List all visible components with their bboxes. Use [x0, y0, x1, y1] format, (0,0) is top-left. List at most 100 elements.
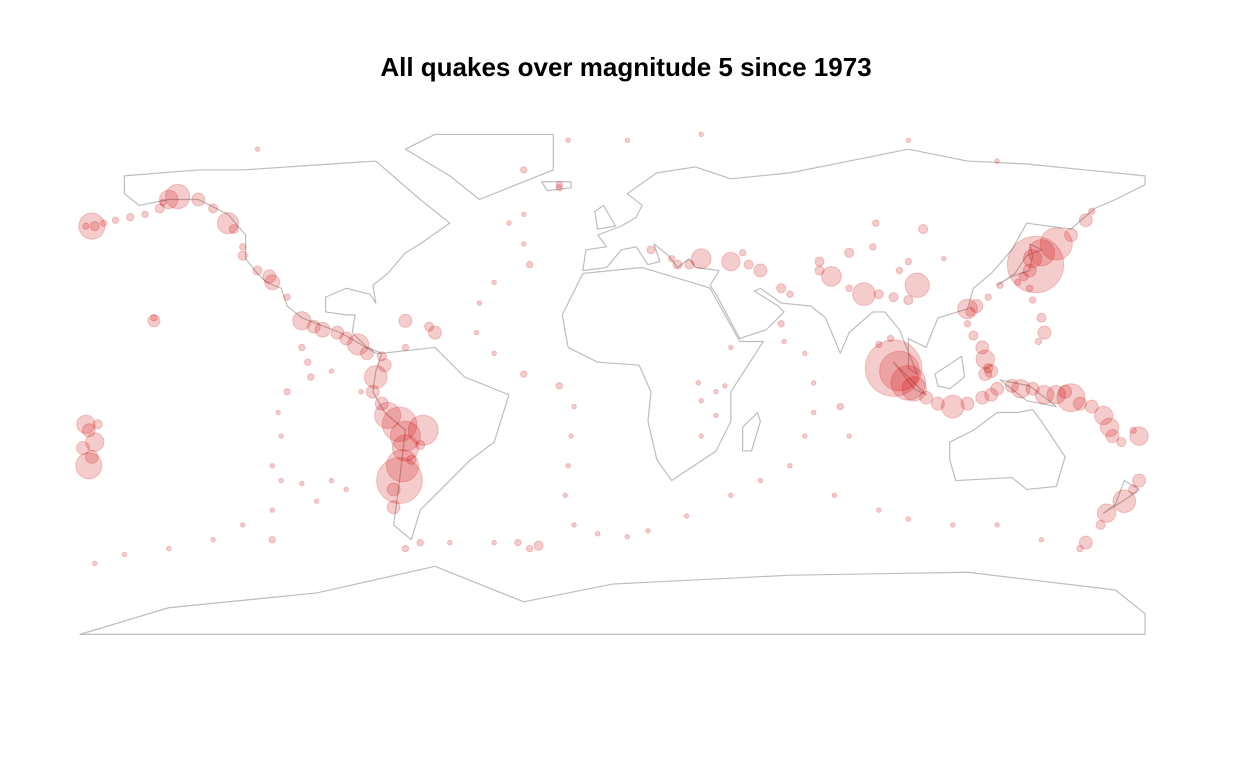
quake — [359, 346, 374, 361]
quake — [814, 265, 825, 276]
quake — [391, 434, 419, 462]
quake — [208, 203, 219, 214]
quake — [85, 432, 105, 452]
quake — [846, 433, 852, 439]
quake — [1018, 271, 1029, 282]
quake — [776, 283, 787, 294]
quake — [191, 192, 206, 207]
quake — [299, 480, 305, 487]
quake — [159, 189, 179, 210]
quake — [1084, 399, 1099, 414]
quake — [571, 522, 577, 528]
quake — [365, 384, 380, 399]
quake — [358, 389, 364, 395]
quake — [844, 247, 855, 258]
quake — [1072, 396, 1087, 411]
africa — [562, 268, 763, 481]
quake — [491, 350, 497, 357]
quake — [254, 146, 261, 152]
quake — [406, 454, 417, 465]
quake — [343, 486, 350, 493]
quake — [150, 314, 158, 322]
quake — [695, 380, 702, 386]
quake — [1078, 213, 1093, 228]
quake — [1129, 426, 1137, 434]
quake — [994, 522, 1000, 528]
quake — [473, 329, 480, 336]
quake — [905, 137, 912, 144]
quake — [957, 298, 978, 320]
quake — [339, 331, 354, 346]
quake — [667, 254, 676, 263]
quake — [141, 210, 149, 219]
quake — [1028, 296, 1037, 304]
quake — [753, 263, 768, 278]
quake — [401, 544, 410, 553]
quake — [92, 560, 98, 567]
quake — [903, 295, 914, 306]
quake — [845, 284, 853, 292]
quake — [216, 212, 240, 235]
quake — [728, 492, 734, 499]
quake — [520, 370, 528, 378]
quake — [802, 350, 808, 357]
quake — [275, 409, 281, 416]
antarctica — [80, 566, 1145, 634]
quake — [919, 390, 934, 405]
quake — [901, 376, 927, 402]
quake — [210, 536, 216, 543]
quake — [525, 544, 534, 553]
quake — [81, 423, 96, 438]
quake — [1025, 381, 1040, 396]
quake — [89, 221, 100, 232]
quake — [1022, 248, 1043, 269]
quake — [1088, 207, 1096, 216]
quake — [165, 545, 172, 552]
quake — [713, 412, 719, 419]
quake — [941, 255, 947, 262]
quake — [407, 414, 439, 446]
quake — [75, 441, 90, 455]
quake — [1064, 228, 1079, 242]
quake — [307, 373, 315, 381]
quake — [975, 340, 990, 355]
quake — [888, 292, 899, 303]
quake — [228, 224, 239, 235]
quake — [283, 293, 291, 301]
quake — [1078, 535, 1093, 550]
quake — [713, 389, 719, 395]
quake — [398, 313, 413, 328]
quake — [306, 319, 321, 334]
quake — [969, 299, 984, 313]
quake — [1128, 484, 1139, 495]
quake — [836, 402, 845, 411]
quake — [415, 439, 426, 451]
quake — [1093, 405, 1114, 426]
quake — [385, 449, 420, 483]
quake — [646, 245, 656, 255]
eurasia — [583, 149, 1145, 374]
quake — [401, 343, 410, 352]
quake — [374, 401, 402, 430]
quake — [568, 433, 574, 439]
quake — [386, 482, 401, 497]
chart-title: All quakes over magnitude 5 since 1973 — [380, 52, 871, 82]
quake — [968, 330, 979, 341]
quake — [283, 388, 291, 396]
quake — [990, 381, 1005, 396]
quake — [1095, 519, 1106, 530]
quake — [555, 382, 563, 390]
quake — [298, 343, 306, 352]
quake — [722, 383, 728, 389]
quake — [386, 500, 401, 515]
quake — [1039, 227, 1073, 261]
quake — [698, 131, 705, 138]
quake — [869, 243, 877, 251]
quake — [346, 333, 370, 356]
greenland — [405, 134, 553, 199]
quake — [698, 433, 705, 439]
quake — [757, 477, 764, 484]
quake — [983, 363, 994, 374]
quake — [533, 540, 544, 551]
